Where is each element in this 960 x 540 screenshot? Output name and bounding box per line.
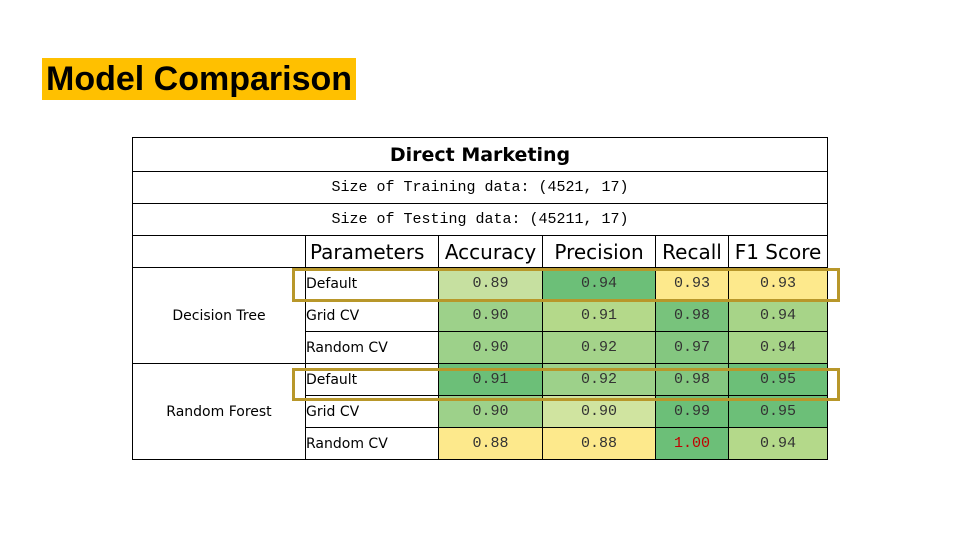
recall-cell: 0.97	[655, 331, 729, 364]
param-cell: Default	[305, 363, 439, 396]
recall-cell: 1.00	[655, 427, 729, 460]
header-empty-cell	[132, 235, 306, 268]
header-parameters: Parameters	[305, 235, 439, 268]
param-cell: Grid CV	[305, 395, 439, 428]
f1-cell: 0.93	[728, 267, 828, 300]
precision-cell: 0.88	[542, 427, 656, 460]
testing-size: Size of Testing data: (45211, 17)	[132, 203, 828, 236]
table-row: Decision Tree Default 0.89 0.94 0.93 0.9…	[132, 267, 828, 364]
header-f1-score: F1 Score	[728, 235, 828, 268]
accuracy-cell: 0.88	[438, 427, 543, 460]
table-row: Random CV 0.88 0.88 1.00 0.94	[133, 427, 828, 460]
table-title: Direct Marketing	[132, 137, 828, 172]
precision-cell: 0.91	[542, 299, 656, 332]
recall-cell: 0.98	[655, 299, 729, 332]
accuracy-cell: 0.91	[438, 363, 543, 396]
f1-cell: 0.94	[728, 331, 828, 364]
training-size: Size of Training data: (4521, 17)	[132, 171, 828, 204]
precision-cell: 0.94	[542, 267, 656, 300]
param-cell: Grid CV	[305, 299, 439, 332]
param-cell: Default	[305, 267, 439, 300]
table-row: Random Forest Default 0.91 0.92 0.98 0.9…	[132, 363, 828, 460]
comparison-table: Direct Marketing Size of Training data: …	[132, 137, 828, 460]
header-precision: Precision	[542, 235, 656, 268]
recall-cell: 0.98	[655, 363, 729, 396]
f1-cell: 0.94	[728, 427, 828, 460]
recall-cell: 0.99	[655, 395, 729, 428]
header-recall: Recall	[655, 235, 729, 268]
slide-title: Model Comparison	[42, 58, 357, 100]
f1-cell: 0.95	[728, 363, 828, 396]
accuracy-cell: 0.90	[438, 331, 543, 364]
f1-cell: 0.94	[728, 299, 828, 332]
precision-cell: 0.90	[542, 395, 656, 428]
model-name-decision-tree: Decision Tree	[132, 267, 306, 364]
accuracy-cell: 0.90	[438, 299, 543, 332]
precision-cell: 0.92	[542, 331, 656, 364]
param-cell: Random CV	[305, 331, 439, 364]
table-row: Grid CV 0.90 0.91 0.98 0.94	[133, 299, 828, 332]
recall-cell: 0.93	[655, 267, 729, 300]
model-name-random-forest: Random Forest	[132, 363, 306, 460]
accuracy-cell: 0.89	[438, 267, 543, 300]
accuracy-cell: 0.90	[438, 395, 543, 428]
precision-cell: 0.92	[542, 363, 656, 396]
header-accuracy: Accuracy	[438, 235, 543, 268]
table-row: Random CV 0.90 0.92 0.97 0.94	[133, 331, 828, 364]
param-cell: Random CV	[305, 427, 439, 460]
f1-cell: 0.95	[728, 395, 828, 428]
